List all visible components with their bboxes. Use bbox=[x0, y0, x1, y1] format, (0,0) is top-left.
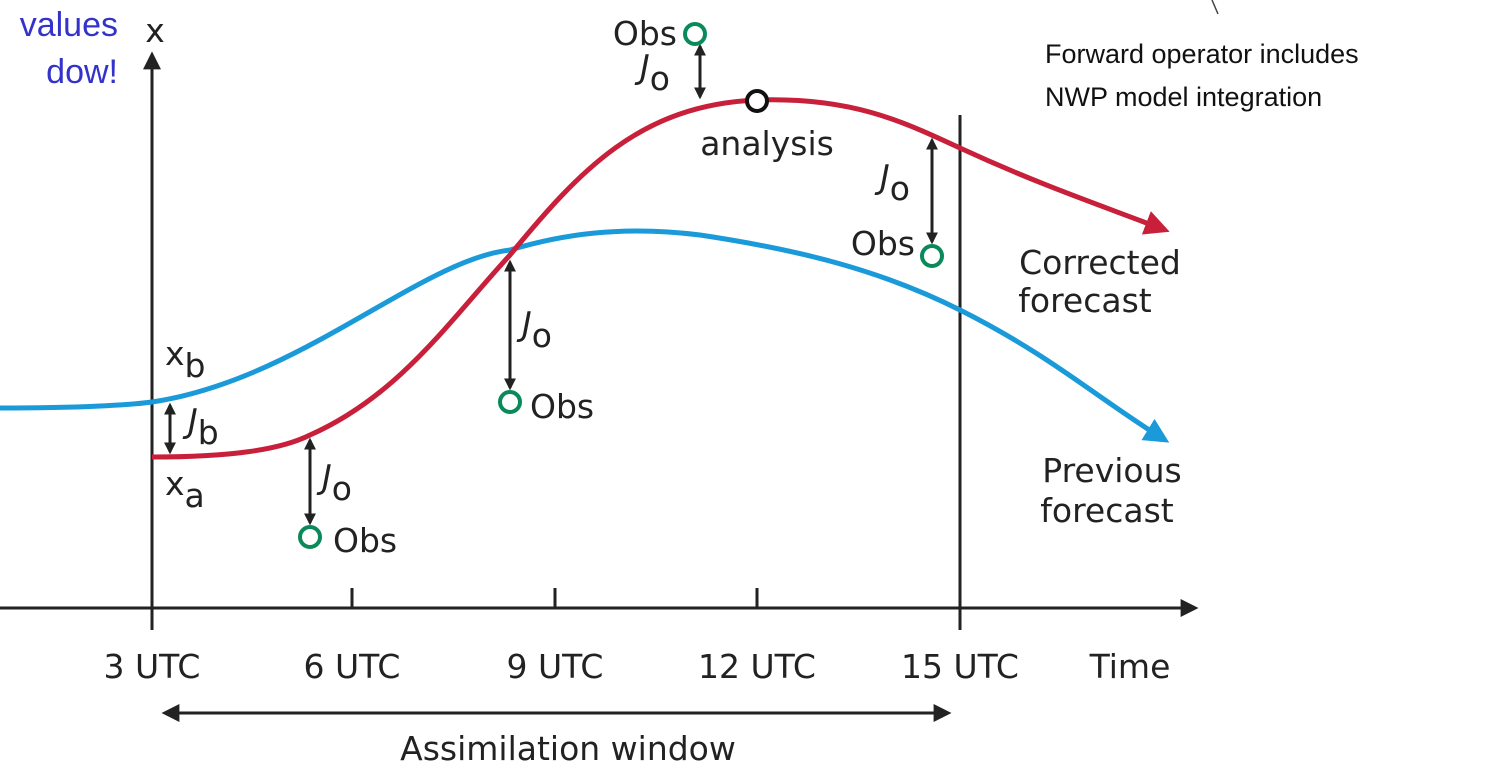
state-label: xb bbox=[165, 334, 205, 385]
analysis-point bbox=[745, 89, 769, 113]
pointer-line bbox=[1211, 0, 1219, 15]
previous-label: Previous bbox=[1042, 451, 1181, 490]
obs-label: Obs bbox=[851, 224, 915, 263]
x-axis-label: Time bbox=[1089, 647, 1171, 686]
obs-label: Obs bbox=[613, 14, 677, 53]
note: Forward operator includes bbox=[1045, 39, 1359, 69]
header-note: values bbox=[20, 6, 118, 44]
cost-label: Jo bbox=[516, 304, 552, 355]
x-tick-label: 12 UTC bbox=[698, 647, 816, 686]
window-label: Assimilation window bbox=[400, 729, 736, 768]
obs-point bbox=[920, 244, 944, 268]
cost-label: Jb bbox=[182, 401, 219, 452]
ticks bbox=[350, 588, 759, 608]
note: NWP model integration bbox=[1045, 82, 1322, 112]
x-tick-label: 6 UTC bbox=[304, 647, 401, 686]
obs-point bbox=[683, 22, 707, 46]
y-axis-label: x bbox=[145, 11, 165, 50]
cost-label: Jo bbox=[316, 457, 352, 508]
obs-point bbox=[298, 525, 322, 549]
header-note: dow! bbox=[46, 53, 118, 91]
cost-label: Jo bbox=[634, 47, 670, 98]
obs-label: Obs bbox=[530, 387, 594, 426]
state-label: xa bbox=[165, 464, 205, 515]
corrected-label: forecast bbox=[1018, 281, 1152, 320]
x-tick-label: 3 UTC bbox=[104, 647, 201, 686]
cost-label: Jo bbox=[874, 157, 910, 208]
previous-label: forecast bbox=[1040, 491, 1174, 530]
corrected-label: Corrected bbox=[1019, 243, 1181, 282]
x-tick-label: 9 UTC bbox=[507, 647, 604, 686]
analysis-label: analysis bbox=[700, 124, 834, 163]
obs-label: Obs bbox=[333, 521, 397, 560]
x-tick-label: 15 UTC bbox=[901, 647, 1019, 686]
obs-point bbox=[498, 390, 522, 414]
previous-forecast bbox=[0, 228, 1170, 443]
cost-arrows bbox=[164, 43, 938, 526]
corrected-forecast bbox=[151, 97, 1170, 460]
